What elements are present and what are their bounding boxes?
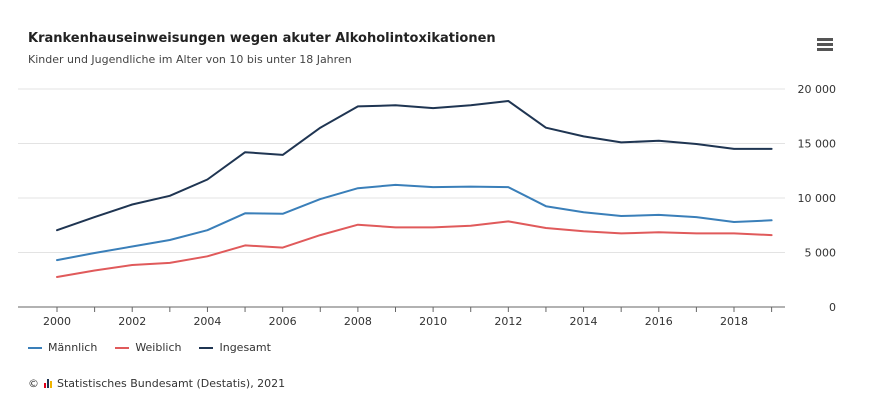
source-text: Statistisches Bundesamt (Destatis), 2021 bbox=[57, 377, 286, 390]
x-tick-label: 2012 bbox=[494, 315, 522, 328]
x-tick-label: 2014 bbox=[570, 315, 598, 328]
series-line-ingesamt bbox=[56, 100, 773, 232]
legend-item-ingesamt[interactable]: Ingesamt bbox=[199, 341, 271, 354]
legend-label: Ingesamt bbox=[219, 341, 271, 354]
copyright-symbol: © bbox=[28, 377, 39, 390]
legend-swatch bbox=[199, 346, 214, 349]
y-tick-label: 0 bbox=[829, 301, 836, 314]
hamburger-menu-icon[interactable] bbox=[817, 37, 835, 53]
y-tick-label: 15 000 bbox=[798, 138, 837, 151]
x-tick-label: 2008 bbox=[344, 315, 372, 328]
legend-label: Weiblich bbox=[135, 341, 182, 354]
x-tick-label: 2000 bbox=[43, 315, 71, 328]
y-tick-label: 5 000 bbox=[805, 247, 837, 260]
source-footer: © Statistisches Bundesamt (Destatis), 20… bbox=[28, 377, 285, 390]
legend-label: Männlich bbox=[48, 341, 98, 354]
x-tick-label: 2018 bbox=[720, 315, 748, 328]
x-tick-label: 2002 bbox=[118, 315, 146, 328]
x-tick-label: 2010 bbox=[419, 315, 447, 328]
legend-swatch bbox=[115, 346, 130, 349]
legend-item-maennlich[interactable]: Männlich bbox=[28, 341, 97, 354]
x-tick-label: 2016 bbox=[645, 315, 673, 328]
legend-swatch bbox=[28, 346, 42, 349]
y-tick-label: 20 000 bbox=[798, 83, 837, 96]
y-tick-label: 10 000 bbox=[798, 192, 837, 205]
series-line-mnnlich bbox=[56, 183, 773, 262]
destatis-logo-icon bbox=[44, 379, 52, 388]
chart-legend: Männlich Weiblich Ingesamt bbox=[28, 341, 271, 354]
x-tick-label: 2006 bbox=[269, 315, 297, 328]
legend-item-weiblich[interactable]: Weiblich bbox=[115, 341, 181, 354]
x-tick-label: 2004 bbox=[193, 315, 221, 328]
chart-title: Krankenhauseinweisungen wegen akuter Alk… bbox=[28, 31, 496, 46]
chart-subtitle: Kinder und Jugendliche im Alter von 10 b… bbox=[28, 53, 352, 66]
series-line-weiblich bbox=[56, 220, 773, 278]
